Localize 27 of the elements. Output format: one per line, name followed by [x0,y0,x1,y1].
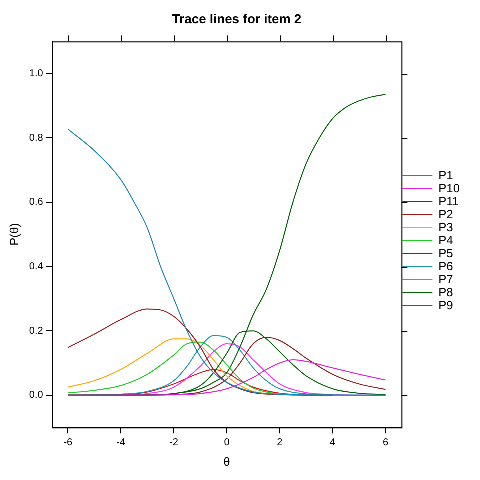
legend-label: P6 [438,259,454,274]
legend-label: P3 [438,220,454,234]
x-tick-label: -2 [170,437,179,448]
legend-label: P4 [438,233,454,248]
legend-label: P9 [438,298,454,312]
y-tick-label: 0.0 [29,390,44,402]
y-tick-label: 0.4 [29,262,44,273]
y-axis-title: P(θ) [8,223,22,246]
y-tick-label: 0.8 [29,132,44,144]
chart-title: Trace lines for item 2 [172,11,302,26]
x-tick-label: 4 [330,437,336,448]
x-tick-label: 2 [277,437,284,448]
legend-label: P2 [438,207,454,222]
x-tick-label: 0 [224,437,230,448]
x-tick-label: -6 [64,437,74,448]
y-tick-label: 0.2 [29,326,44,337]
legend-label: P11 [438,194,460,208]
legend-label: P1 [438,168,454,182]
x-tick-label: 6 [382,437,389,448]
x-axis-title: θ [224,455,231,470]
legend-label: P7 [438,272,454,286]
y-tick-label: 0.6 [29,197,44,208]
x-tick-label: -4 [116,437,126,448]
legend-label: P10 [438,181,460,196]
y-tick-label: 1.0 [29,68,44,80]
legend-label: P8 [438,285,454,300]
legend-label: P5 [438,246,454,260]
